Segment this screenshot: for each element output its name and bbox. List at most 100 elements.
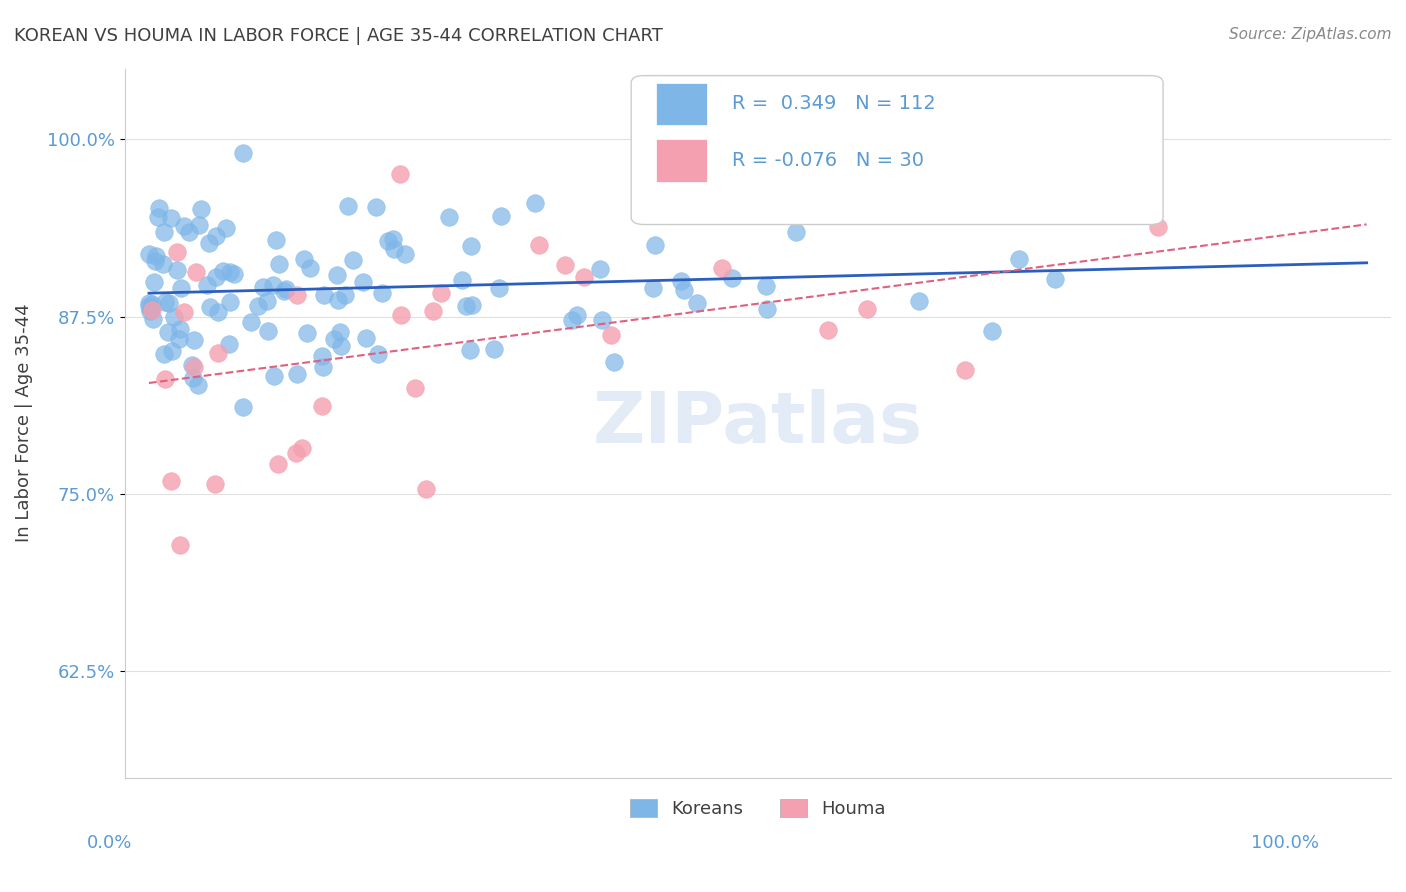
Point bbox=[489, 209, 512, 223]
Point bbox=[138, 304, 160, 318]
Point bbox=[169, 537, 191, 551]
Point bbox=[138, 246, 160, 260]
Point bbox=[145, 249, 167, 263]
Point bbox=[177, 225, 200, 239]
Point bbox=[205, 229, 228, 244]
Point bbox=[166, 245, 188, 260]
Point bbox=[183, 333, 205, 347]
Text: R =  0.349   N = 112: R = 0.349 N = 112 bbox=[733, 95, 936, 113]
Point bbox=[456, 299, 478, 313]
Point bbox=[415, 482, 437, 496]
Point bbox=[756, 301, 779, 316]
Point bbox=[257, 324, 280, 338]
Point bbox=[190, 202, 212, 217]
Point bbox=[644, 238, 666, 252]
Point bbox=[342, 252, 364, 267]
Point bbox=[382, 232, 405, 246]
Point bbox=[148, 202, 170, 216]
Point bbox=[382, 243, 405, 257]
Point bbox=[311, 350, 333, 364]
Point bbox=[311, 399, 333, 413]
Point bbox=[755, 279, 778, 293]
Text: R = -0.076   N = 30: R = -0.076 N = 30 bbox=[733, 152, 925, 170]
Point bbox=[153, 372, 176, 386]
Point bbox=[267, 256, 290, 270]
Point bbox=[173, 305, 195, 319]
Point bbox=[323, 332, 346, 346]
Text: 100.0%: 100.0% bbox=[1251, 834, 1319, 852]
Point bbox=[370, 285, 392, 300]
Point bbox=[686, 296, 709, 310]
Point bbox=[312, 359, 335, 374]
Point bbox=[219, 265, 242, 279]
Point bbox=[741, 183, 763, 197]
Text: KOREAN VS HOUMA IN LABOR FORCE | AGE 35-44 CORRELATION CHART: KOREAN VS HOUMA IN LABOR FORCE | AGE 35-… bbox=[14, 27, 664, 45]
Point bbox=[437, 210, 460, 224]
Point bbox=[591, 313, 613, 327]
Point bbox=[153, 294, 176, 309]
Point bbox=[785, 225, 807, 239]
Point bbox=[188, 219, 211, 233]
Point bbox=[274, 282, 297, 296]
Point bbox=[285, 287, 308, 301]
Point bbox=[941, 174, 963, 188]
Point bbox=[451, 272, 474, 286]
Point bbox=[980, 324, 1002, 338]
Point bbox=[264, 233, 287, 247]
Point bbox=[273, 284, 295, 298]
Point bbox=[554, 258, 576, 272]
Point bbox=[169, 321, 191, 335]
Point bbox=[908, 294, 931, 309]
Point bbox=[267, 457, 290, 471]
Point bbox=[183, 360, 205, 375]
Point bbox=[153, 347, 176, 361]
Point bbox=[215, 220, 238, 235]
Point bbox=[388, 167, 411, 181]
Point bbox=[603, 355, 626, 369]
Point bbox=[166, 263, 188, 277]
Point bbox=[143, 275, 166, 289]
Point bbox=[198, 300, 221, 314]
Point bbox=[460, 297, 482, 311]
Point bbox=[298, 261, 321, 276]
Point bbox=[600, 327, 623, 342]
Text: ZIPatlas: ZIPatlas bbox=[593, 389, 922, 458]
FancyBboxPatch shape bbox=[631, 76, 1163, 225]
Point bbox=[458, 343, 481, 357]
Point bbox=[246, 299, 269, 313]
Point bbox=[367, 346, 389, 360]
Point bbox=[337, 199, 360, 213]
Point bbox=[484, 342, 506, 356]
Point bbox=[284, 446, 307, 460]
Point bbox=[139, 301, 162, 316]
Point bbox=[184, 265, 207, 279]
Point bbox=[589, 261, 612, 276]
Point bbox=[312, 288, 335, 302]
Text: 0.0%: 0.0% bbox=[87, 834, 132, 852]
Point bbox=[291, 442, 314, 456]
Point bbox=[673, 284, 696, 298]
Point bbox=[138, 299, 160, 313]
Point bbox=[404, 381, 426, 395]
Point bbox=[394, 247, 416, 261]
Point bbox=[152, 256, 174, 270]
Point bbox=[817, 323, 839, 337]
Point bbox=[219, 295, 242, 310]
Point bbox=[173, 219, 195, 233]
Point bbox=[429, 286, 451, 301]
Point bbox=[142, 311, 165, 326]
Point bbox=[377, 234, 399, 248]
FancyBboxPatch shape bbox=[657, 83, 707, 125]
Point bbox=[160, 343, 183, 358]
Point bbox=[262, 278, 284, 293]
Point bbox=[285, 368, 308, 382]
Point bbox=[195, 278, 218, 293]
Point bbox=[157, 325, 180, 339]
Point bbox=[953, 363, 976, 377]
Point bbox=[159, 475, 181, 489]
Point bbox=[1045, 272, 1067, 286]
Point bbox=[1147, 220, 1170, 235]
Point bbox=[389, 308, 412, 322]
Point bbox=[240, 315, 263, 329]
Point bbox=[352, 276, 374, 290]
